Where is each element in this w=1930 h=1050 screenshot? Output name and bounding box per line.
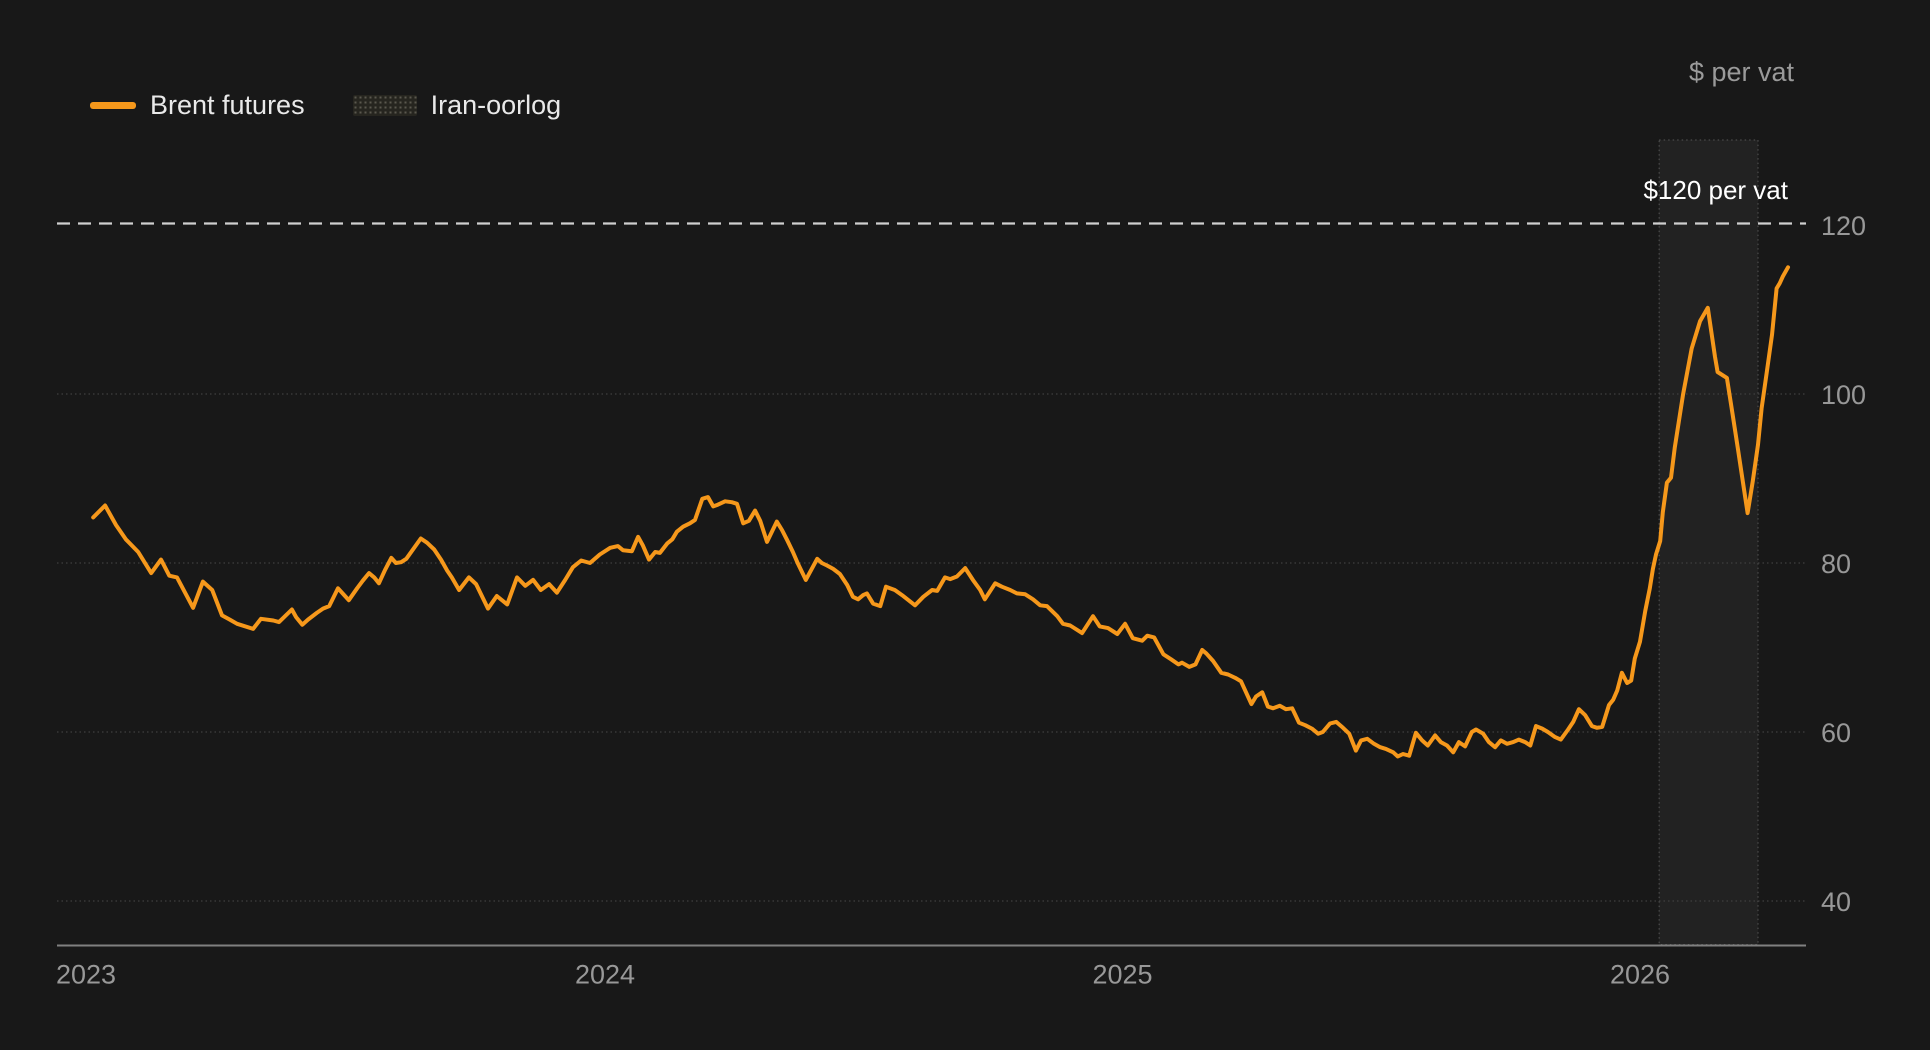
- y-tick-label-120: 120: [1821, 211, 1866, 241]
- legend-item-iran-oorlog: Iran-oorlog: [352, 90, 562, 120]
- x-tick-label-2023: 2023: [56, 960, 116, 990]
- y-axis-unit-label: $ per vat: [1688, 57, 1794, 87]
- iran-oorlog-band: [1658, 139, 1759, 945]
- iran-oorlog-band-swatch-icon: [352, 95, 417, 116]
- reference-line-label: $120 per vat: [1643, 175, 1788, 205]
- y-tick-label-40: 40: [1821, 887, 1851, 917]
- legend-label-iran-oorlog: Iran-oorlog: [430, 90, 562, 120]
- series-line-brent-futures: [91, 265, 1790, 759]
- legend-label-brent-futures: Brent futures: [150, 90, 305, 120]
- x-tick-label-2024: 2024: [575, 960, 635, 990]
- brent-line-swatch-icon: [90, 102, 136, 109]
- x-tick-label-2026: 2026: [1610, 960, 1670, 990]
- y-tick-label-100: 100: [1821, 380, 1866, 410]
- legend-item-brent-futures: Brent futures: [90, 92, 305, 119]
- chart-legend: Brent futures Iran-oorlog: [90, 92, 561, 119]
- x-tick-label-2025: 2025: [1092, 960, 1152, 990]
- y-tick-label-60: 60: [1821, 718, 1851, 748]
- y-tick-label-80: 80: [1821, 549, 1851, 579]
